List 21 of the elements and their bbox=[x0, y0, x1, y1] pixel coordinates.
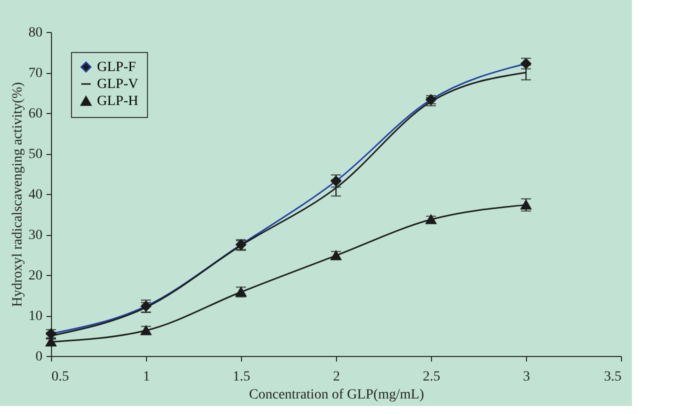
x-tick-label: 3 bbox=[523, 370, 530, 384]
y-tick-label: 50 bbox=[28, 147, 42, 162]
y-tick-label: 0 bbox=[36, 350, 42, 364]
legend-label: GLP-F bbox=[97, 60, 136, 75]
x-tick-label: 1 bbox=[143, 370, 150, 384]
legend-label: GLP-V bbox=[97, 77, 138, 92]
y-axis-title: Hydroxyl radicalscavenging activity(%) bbox=[10, 82, 26, 307]
y-tick-label: 40 bbox=[28, 188, 42, 202]
y-tick-label: 80 bbox=[28, 26, 42, 40]
x-tick-label: 0.5 bbox=[52, 370, 69, 384]
y-tick-label: 70 bbox=[28, 66, 42, 81]
y-tick-label: 60 bbox=[28, 106, 42, 122]
x-tick-label: 3.5 bbox=[604, 370, 622, 384]
y-tick-label: 20 bbox=[28, 268, 42, 284]
y-tick-label: 10 bbox=[28, 309, 42, 324]
x-tick-label: 2 bbox=[333, 370, 340, 384]
x-axis-title: Concentration of GLP(mg/mL) bbox=[249, 388, 424, 402]
x-tick-label: 2.5 bbox=[422, 370, 440, 384]
y-tick-label: 30 bbox=[28, 228, 42, 243]
legend-label: GLP-H bbox=[97, 94, 138, 109]
x-tick-label: 1.5 bbox=[232, 370, 250, 384]
